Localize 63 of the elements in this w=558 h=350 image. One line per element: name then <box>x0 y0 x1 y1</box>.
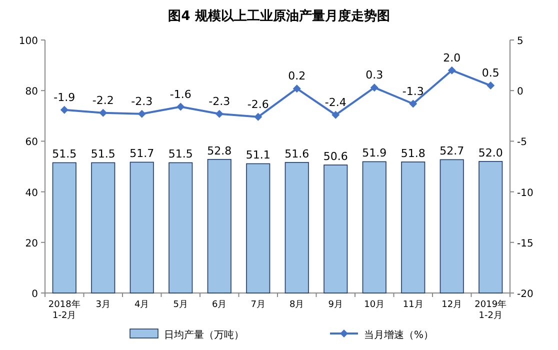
y-tick-label: 80 <box>25 86 38 98</box>
x-tick-label: 2019年 1-2月 <box>474 299 507 321</box>
point <box>215 110 224 118</box>
data-label: 0.5 <box>482 66 500 80</box>
data-label: 51.9 <box>362 146 387 160</box>
point <box>486 82 495 90</box>
data-label: 51.8 <box>400 146 426 160</box>
x-tick-label: 12月 <box>442 300 462 310</box>
point <box>370 84 378 92</box>
x-tick-label: 10月 <box>364 300 385 310</box>
x-tick-label: 9月 <box>328 300 343 310</box>
data-label: -1.6 <box>170 88 192 101</box>
y2-tick-label: 5 <box>517 36 524 47</box>
y-tick-label: 20 <box>25 238 38 250</box>
point <box>60 106 68 114</box>
point <box>99 108 108 117</box>
data-label: 51.6 <box>284 147 310 160</box>
chart-title: 图4 规模以上工业原油产量月度走势图 <box>168 8 390 24</box>
y2-tick-label: -10 <box>517 188 534 199</box>
x-tick-label: 2018年 1-2月 <box>48 299 80 321</box>
x-tick-label: 6月 <box>212 300 227 310</box>
data-label: 52.0 <box>478 146 503 160</box>
data-label: 52.7 <box>440 144 464 158</box>
y2-tick-label: -20 <box>517 289 534 300</box>
point <box>409 100 418 108</box>
point <box>254 112 262 121</box>
x-tick-label: 11月 <box>402 300 424 310</box>
point <box>176 102 185 111</box>
x-tick-label: 5月 <box>173 300 188 310</box>
data-label: 0.2 <box>288 70 306 83</box>
y-tick-label: 0 <box>32 289 38 300</box>
x-tick-label: 3月 <box>96 300 110 310</box>
data-label: 51.5 <box>90 148 116 161</box>
data-label: 51.7 <box>130 147 154 160</box>
data-label: 52.8 <box>207 144 232 158</box>
point <box>138 110 146 118</box>
legend-label: 日均产量（万吨） <box>164 329 244 341</box>
data-label: -2.2 <box>92 94 114 107</box>
data-label: -2.4 <box>324 96 346 109</box>
y2-tick-label: -15 <box>517 238 534 250</box>
data-label: 51.5 <box>168 148 193 161</box>
x-tick-label: 8月 <box>290 300 304 310</box>
data-label: 51.5 <box>52 148 77 161</box>
x-tick-label: 7月 <box>250 300 266 310</box>
data-label: -1.9 <box>54 90 76 104</box>
data-label: -2.3 <box>208 94 230 108</box>
legend-label: 当月增速（%） <box>364 329 434 341</box>
y-tick-label: 40 <box>25 188 38 199</box>
y-tick-label: 60 <box>25 137 38 148</box>
data-label: 0.3 <box>366 68 384 82</box>
data-label: 50.6 <box>323 150 348 163</box>
data-label: -2.3 <box>131 94 153 108</box>
data-label: -2.6 <box>247 98 269 111</box>
data-label: -1.3 <box>402 84 424 98</box>
y2-tick-label: 0 <box>517 86 524 98</box>
point <box>292 84 301 93</box>
data-label: 51.1 <box>246 148 270 162</box>
data-label: 2.0 <box>443 51 461 64</box>
x-tick-label: 4月 <box>134 300 150 310</box>
point <box>448 66 456 74</box>
y2-tick-label: -5 <box>517 137 527 148</box>
point <box>332 110 340 119</box>
y-tick-label: 100 <box>18 36 38 47</box>
